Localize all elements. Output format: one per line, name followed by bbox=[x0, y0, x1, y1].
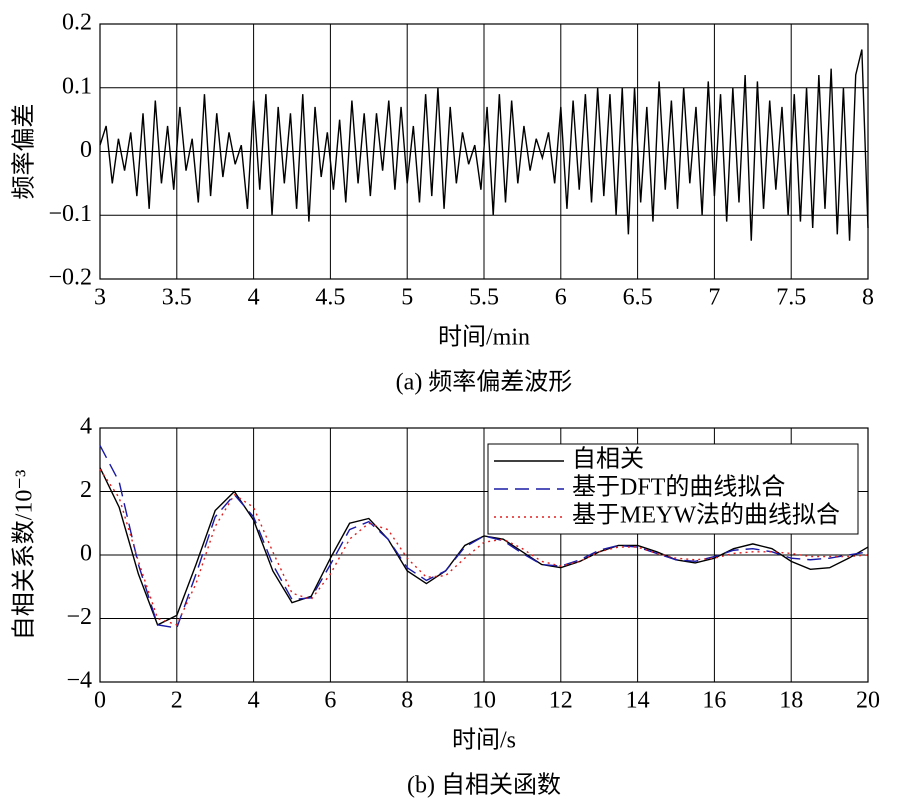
x-tick-label: 6.5 bbox=[623, 285, 653, 311]
x-tick-label: 5.5 bbox=[469, 285, 499, 311]
y-axis-label: 自相关系数/10⁻³ bbox=[11, 470, 38, 641]
data-line bbox=[99, 467, 869, 626]
legend-label: 基于MEYW法的曲线拟合 bbox=[572, 502, 840, 529]
x-tick-label: 14 bbox=[626, 688, 650, 714]
x-tick-label: 7.5 bbox=[776, 285, 806, 311]
x-tick-label: 16 bbox=[702, 688, 726, 714]
x-tick-label: 10 bbox=[472, 688, 496, 714]
y-tick-label: 0 bbox=[80, 541, 92, 567]
y-tick-label: 4 bbox=[80, 414, 92, 440]
x-tick-label: 2 bbox=[171, 688, 183, 714]
x-tick-label: 20 bbox=[856, 688, 880, 714]
x-tick-label: 8 bbox=[862, 285, 874, 311]
x-tick-label: 3 bbox=[94, 285, 106, 311]
plot-frame bbox=[99, 23, 869, 280]
x-tick-label: 0 bbox=[94, 688, 106, 714]
x-tick-label: 7 bbox=[708, 285, 720, 311]
y-tick-label: −0.2 bbox=[48, 265, 92, 291]
x-axis-label: 时间/s bbox=[452, 727, 516, 754]
legend-label: 基于DFT的曲线拟合 bbox=[572, 474, 785, 501]
y-tick-label: 0.2 bbox=[62, 10, 92, 36]
caption: (a) 频率偏差波形 bbox=[396, 369, 573, 396]
x-tick-label: 8 bbox=[401, 688, 413, 714]
y-tick-label: 0.1 bbox=[62, 73, 92, 99]
x-tick-label: 18 bbox=[779, 688, 803, 714]
x-tick-label: 12 bbox=[549, 688, 573, 714]
x-tick-label: 5 bbox=[401, 285, 413, 311]
y-tick-label: −0.1 bbox=[48, 201, 92, 227]
x-tick-label: 4 bbox=[248, 688, 260, 714]
x-tick-label: 4.5 bbox=[315, 285, 345, 311]
x-tick-label: 4 bbox=[248, 285, 260, 311]
y-axis-label: 频率偏差 bbox=[11, 104, 38, 200]
y-tick-label: −2 bbox=[66, 604, 92, 630]
y-tick-label: −4 bbox=[66, 668, 92, 694]
x-tick-label: 6 bbox=[324, 688, 336, 714]
legend-label: 自相关 bbox=[572, 446, 644, 473]
data-line bbox=[99, 468, 869, 626]
x-tick-label: 6 bbox=[555, 285, 567, 311]
x-tick-label: 3.5 bbox=[162, 285, 192, 311]
data-line bbox=[99, 445, 869, 629]
plot-frame bbox=[99, 427, 869, 683]
data-line bbox=[99, 49, 869, 241]
y-tick-label: 2 bbox=[80, 477, 92, 503]
y-tick-label: 0 bbox=[80, 137, 92, 163]
caption: (b) 自相关函数 bbox=[407, 772, 561, 799]
x-axis-label: 时间/min bbox=[438, 324, 530, 351]
